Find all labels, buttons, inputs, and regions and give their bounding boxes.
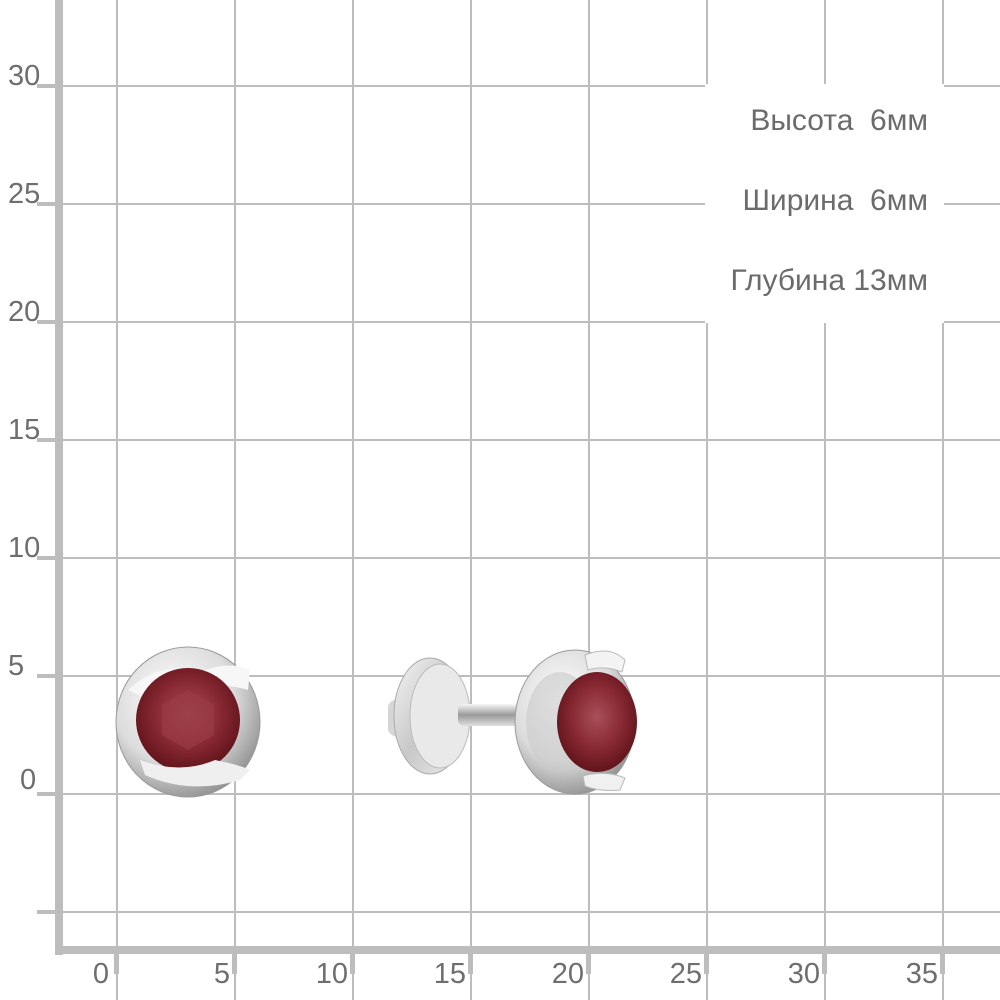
x-tick-label: 30: [787, 958, 820, 990]
y-tick: [37, 792, 57, 796]
x-tick-label: 35: [905, 958, 938, 990]
dimensions-panel: Высота 6мм Ширина 6мм Глубина 13мм: [705, 84, 944, 323]
axis-ticks: [37, 84, 945, 974]
y-tick: [37, 84, 57, 88]
y-tick-label: 30: [8, 60, 41, 92]
x-axis-line: [55, 946, 1000, 954]
y-tick: [37, 320, 57, 324]
x-tick: [114, 954, 119, 974]
y-tick: [37, 910, 57, 914]
y-tick: [37, 556, 57, 560]
y-tick: [37, 438, 57, 442]
earring-side-view: [388, 649, 637, 795]
y-axis-line: [55, 0, 63, 955]
x-tick-label: 15: [433, 958, 466, 990]
x-tick: [586, 954, 591, 974]
x-tick-label: 10: [315, 958, 348, 990]
x-tick-label: 0: [92, 958, 109, 990]
y-tick-label: 10: [8, 532, 41, 564]
dimension-height: Высота 6мм: [750, 104, 928, 137]
x-tick: [350, 954, 355, 974]
x-tick-label: 5: [213, 958, 230, 990]
earring-front-view: [115, 646, 261, 798]
x-tick: [232, 954, 237, 974]
x-tick: [822, 954, 827, 974]
x-tick: [704, 954, 709, 974]
y-tick-label: 5: [8, 650, 25, 682]
y-tick-label: 20: [8, 296, 41, 328]
dimension-width: Ширина 6мм: [742, 184, 928, 217]
x-tick: [940, 954, 945, 974]
x-tick-label: 20: [551, 958, 584, 990]
x-tick-label: 25: [669, 958, 702, 990]
y-tick-label: 0: [20, 764, 37, 796]
y-tick-label: 15: [8, 414, 41, 446]
axes: [55, 0, 1000, 955]
y-tick: [37, 674, 57, 678]
dimension-depth: Глубина 13мм: [730, 264, 928, 297]
y-tick: [37, 202, 57, 206]
x-tick: [468, 954, 473, 974]
y-tick-label: 25: [8, 178, 41, 210]
